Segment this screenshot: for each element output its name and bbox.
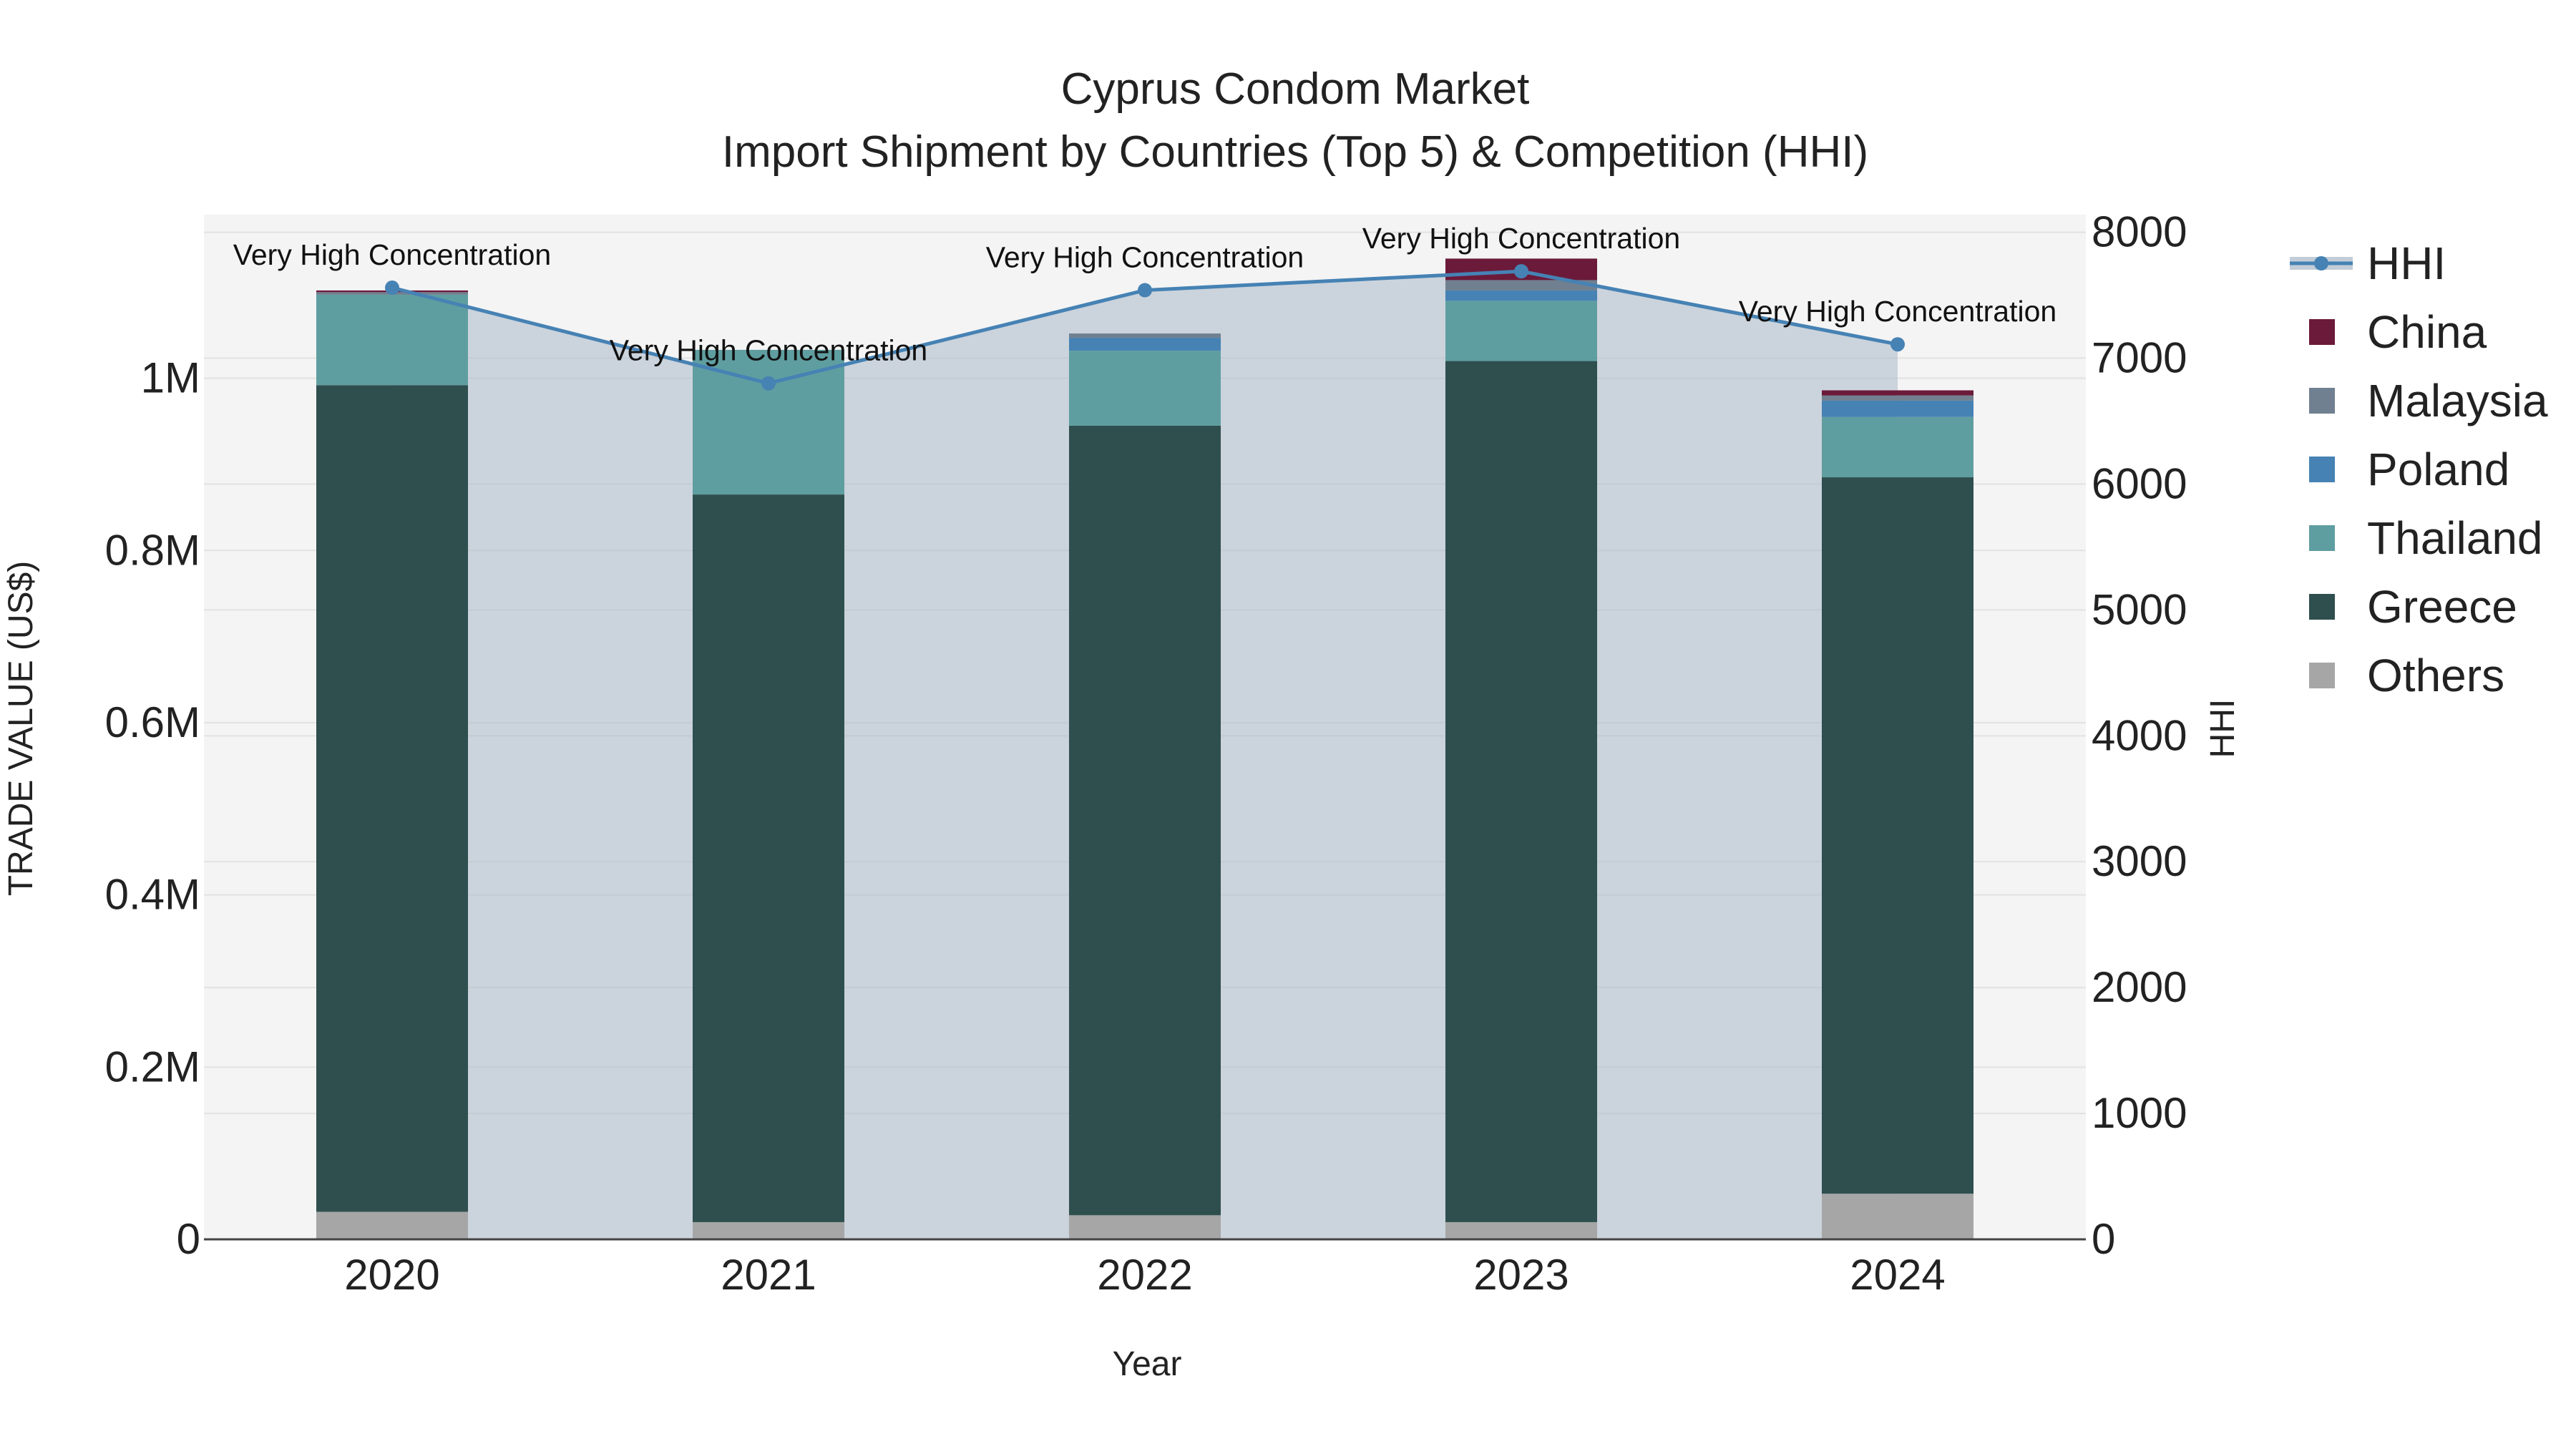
y-tick-label: 1M xyxy=(141,354,200,402)
y-tick-label: 0.6M xyxy=(105,698,200,746)
y2-tick-label: 8000 xyxy=(2092,208,2187,256)
bar-thailand-2024 xyxy=(1822,416,1974,478)
legend-swatch-hhi-marker xyxy=(2314,256,2328,270)
legend-label-poland: Poland xyxy=(2367,444,2509,495)
bar-greece-2020 xyxy=(316,385,468,1212)
y2-tick-label: 6000 xyxy=(2092,459,2187,507)
bar-others-2021 xyxy=(693,1221,844,1239)
y2-tick-label: 0 xyxy=(2092,1215,2115,1263)
y2-tick-label: 4000 xyxy=(2092,711,2187,759)
hhi-point-2021 xyxy=(761,376,776,391)
legend-label-greece: Greece xyxy=(2367,581,2517,633)
bar-thailand-2022 xyxy=(1069,351,1221,426)
hhi-point-2022 xyxy=(1138,283,1152,298)
legend-swatch-greece xyxy=(2309,594,2335,620)
bar-malaysia-2023 xyxy=(1445,280,1597,291)
legend-label-hhi: HHI xyxy=(2367,238,2446,289)
bar-poland-2024 xyxy=(1822,400,1974,417)
chart-title: Cyprus Condom Market xyxy=(1061,64,1530,114)
y2-tick-label: 5000 xyxy=(2092,585,2187,633)
hhi-annotations: Very High Concentration Very High Concent… xyxy=(233,222,2057,367)
x-tick-label: 2022 xyxy=(1097,1251,1192,1299)
bar-malaysia-2024 xyxy=(1822,395,1974,401)
x-tick-label: 2020 xyxy=(344,1251,439,1299)
y-axis-ticks: 0 0.2M 0.4M 0.6M 0.8M 1M xyxy=(105,354,200,1263)
legend-swatch-poland xyxy=(2309,457,2335,482)
hhi-annotation: Very High Concentration xyxy=(986,241,1304,274)
hhi-line xyxy=(385,264,1905,391)
bar-poland-2022 xyxy=(1069,338,1221,351)
legend-swatch-thailand xyxy=(2309,525,2335,551)
legend-label-china: China xyxy=(2367,306,2487,358)
x-axis-title: Year xyxy=(1113,1345,1182,1383)
y-tick-label: 0.8M xyxy=(105,526,200,574)
bar-malaysia-2022 xyxy=(1069,333,1221,338)
bar-others-2022 xyxy=(1069,1215,1221,1239)
stacked-bars xyxy=(316,258,1974,1239)
bar-greece-2022 xyxy=(1069,425,1221,1216)
bar-thailand-2020 xyxy=(316,294,468,386)
y-tick-label: 0.4M xyxy=(105,871,200,919)
legend-swatch-malaysia xyxy=(2309,388,2335,414)
y2-tick-label: 7000 xyxy=(2092,334,2187,382)
bar-greece-2021 xyxy=(693,494,844,1222)
bar-thailand-2021 xyxy=(693,349,844,495)
bar-greece-2024 xyxy=(1822,477,1974,1194)
y2-tick-label: 2000 xyxy=(2092,963,2187,1011)
bar-others-2020 xyxy=(316,1211,468,1239)
chart-subtitle: Import Shipment by Countries (Top 5) & C… xyxy=(722,127,1868,177)
y-tick-label: 0 xyxy=(177,1215,200,1263)
x-axis-ticks: 2020 2021 2022 2023 2024 xyxy=(344,1251,1945,1299)
legend-label-others: Others xyxy=(2367,650,2504,701)
bar-poland-2023 xyxy=(1445,290,1597,301)
hhi-annotation: Very High Concentration xyxy=(1739,295,2057,328)
y2-axis-ticks: 0 1000 2000 3000 4000 5000 6000 7000 8000 xyxy=(2092,208,2187,1263)
legend-label-thailand: Thailand xyxy=(2367,512,2543,564)
hhi-point-2024 xyxy=(1890,337,1905,352)
legend-swatch-china xyxy=(2309,319,2335,345)
y2-tick-label: 3000 xyxy=(2092,837,2187,885)
hhi-annotation: Very High Concentration xyxy=(233,238,551,271)
bar-others-2024 xyxy=(1822,1194,1974,1239)
bar-thailand-2023 xyxy=(1445,301,1597,361)
legend: HHI China Malaysia Poland Thailand Greece Othe… xyxy=(2290,238,2548,701)
hhi-point-2023 xyxy=(1514,264,1528,279)
hhi-annotation: Very High Concentration xyxy=(610,334,927,367)
y2-tick-label: 1000 xyxy=(2092,1089,2187,1137)
y2-axis-title: HHI xyxy=(2204,699,2242,758)
legend-swatch-others xyxy=(2309,663,2335,688)
x-tick-label: 2024 xyxy=(1850,1251,1945,1299)
bar-china-2024 xyxy=(1822,390,1974,396)
y-axis-title: TRADE VALUE (US$) xyxy=(2,561,40,897)
x-tick-label: 2023 xyxy=(1473,1251,1568,1299)
bar-others-2023 xyxy=(1445,1221,1597,1239)
hhi-annotation: Very High Concentration xyxy=(1362,222,1680,255)
x-tick-label: 2021 xyxy=(721,1251,816,1299)
bar-greece-2023 xyxy=(1445,361,1597,1222)
hhi-point-2020 xyxy=(385,280,399,296)
y-tick-label: 0.2M xyxy=(105,1043,200,1091)
legend-label-malaysia: Malaysia xyxy=(2367,375,2548,426)
